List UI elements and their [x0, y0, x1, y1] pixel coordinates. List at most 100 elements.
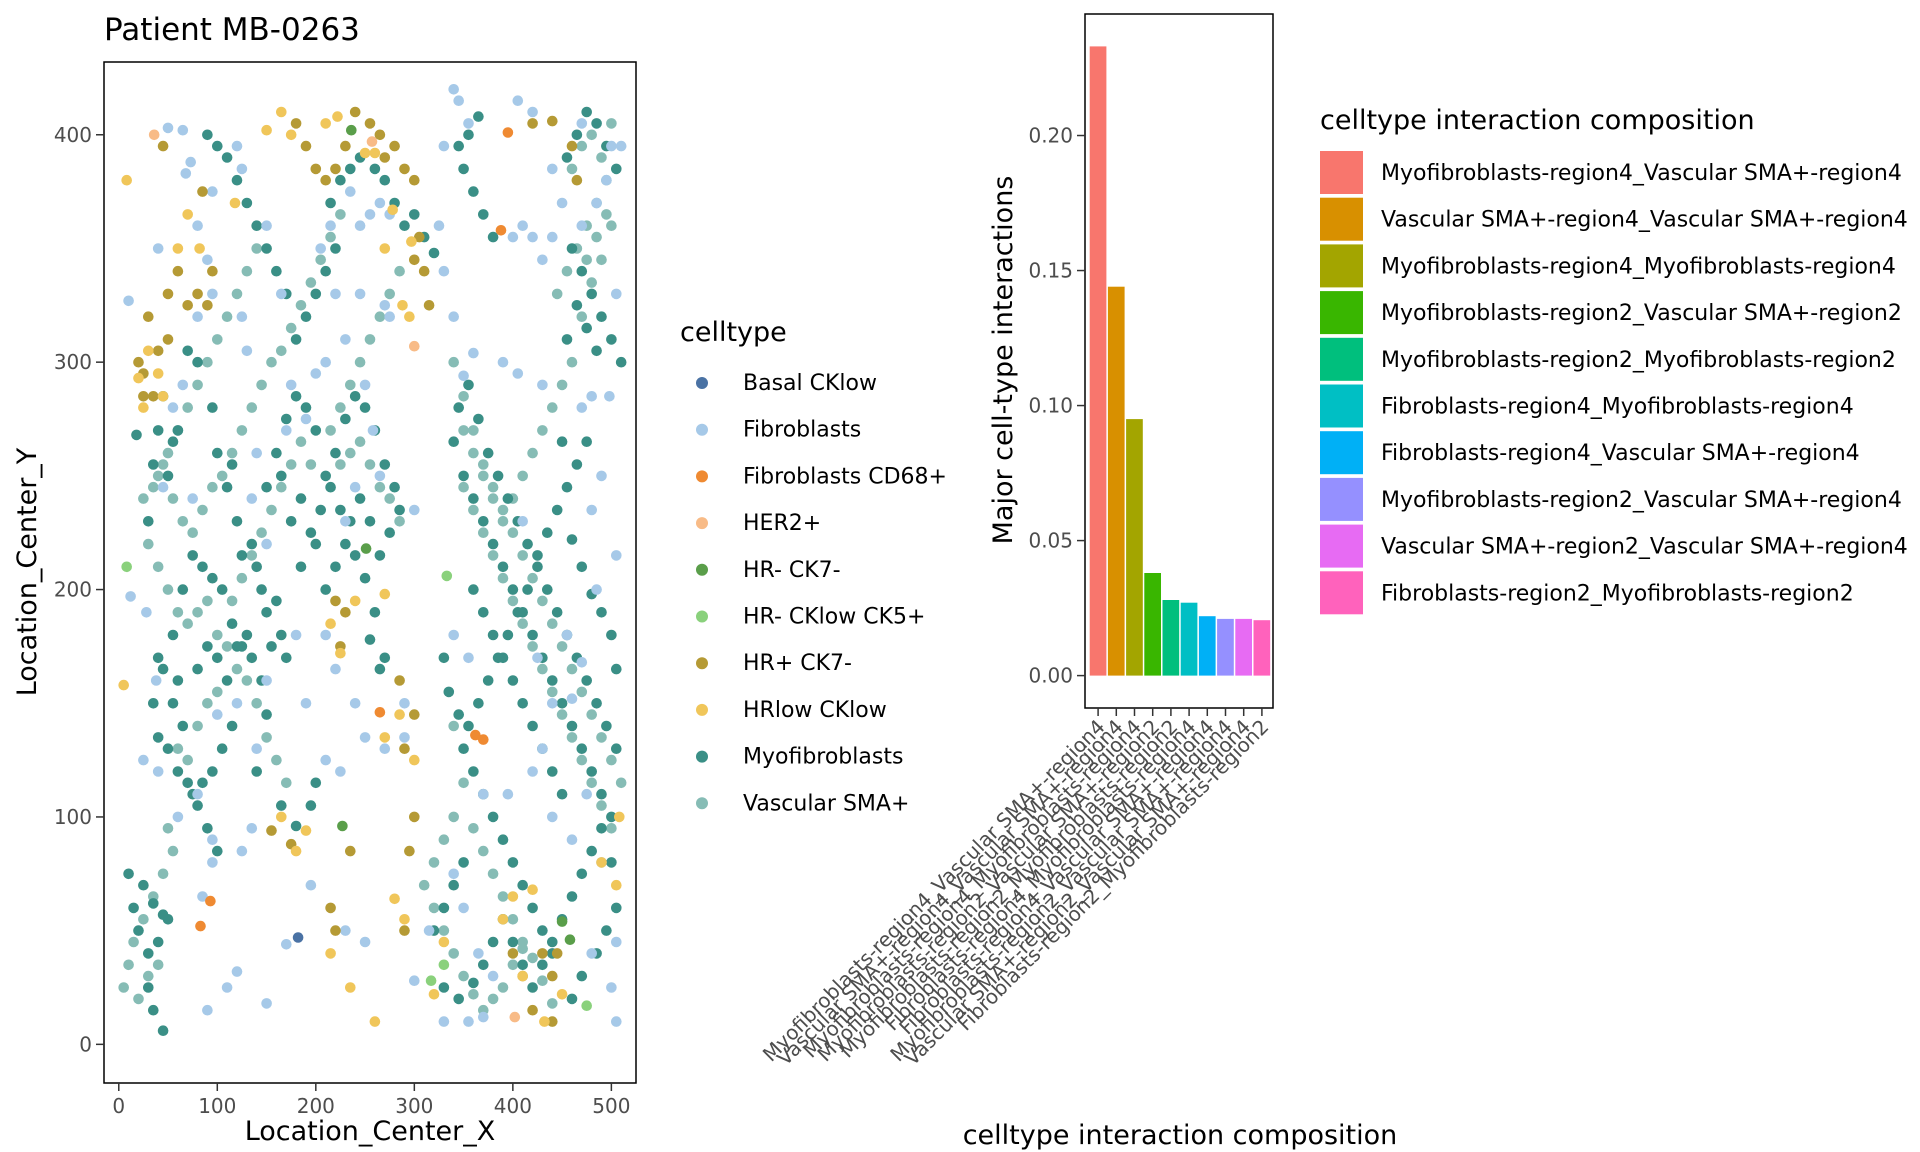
scatter-point-hr-ck7- [325, 902, 336, 914]
scatter-point-vascular-sma- [576, 754, 588, 766]
scatter-point-myofibroblasts [157, 909, 169, 920]
scatter-x-tick-label: 300 [395, 1094, 433, 1118]
scatter-point-fibroblasts [527, 231, 538, 243]
scatter-point-fibroblasts [586, 948, 597, 959]
scatter-point-myofibroblasts [492, 470, 504, 482]
scatter-point-fibroblasts [576, 402, 588, 413]
scatter-point-vascular-sma- [566, 732, 578, 743]
scatter-point-vascular-sma- [231, 288, 243, 300]
scatter-point-vascular-sma- [226, 595, 238, 607]
scatter-point-fibroblasts [463, 118, 474, 129]
scatter-point-myofibroblasts [241, 197, 253, 209]
scatter-point-vascular-sma- [458, 391, 469, 402]
scatter-y-tick-label: 0 [79, 1032, 92, 1056]
scatter-point-myofibroblasts [551, 504, 563, 516]
scatter-point-myofibroblasts [591, 118, 602, 129]
interaction-legend-label: Myofibroblasts-region2_Vascular SMA+-reg… [1381, 488, 1902, 513]
scatter-point-fibroblasts [340, 925, 351, 936]
scatter-point-vascular-sma- [497, 516, 509, 527]
scatter-point-vascular-sma- [256, 527, 267, 538]
scatter-point-vascular-sma- [527, 447, 538, 459]
scatter-point-vascular-sma- [537, 425, 548, 436]
scatter-point-myofibroblasts [315, 504, 327, 516]
scatter-point-vascular-sma- [487, 481, 499, 493]
scatter-point-myofibroblasts [478, 209, 489, 220]
interaction-legend: celltype interaction composition Myofibr… [1320, 105, 1908, 615]
scatter-point-hrlow-cklow [359, 147, 371, 159]
scatter-point-vascular-sma- [384, 288, 396, 300]
scatter-point-myofibroblasts [281, 413, 292, 425]
bar-1 [1089, 46, 1107, 676]
scatter-point-vascular-sma- [123, 959, 134, 971]
celltype-legend-label: HR+ CK7- [743, 651, 852, 676]
scatter-point-myofibroblasts [453, 709, 465, 720]
scatter-point-myofibroblasts [458, 743, 469, 754]
scatter-point-vascular-sma- [468, 425, 479, 436]
scatter-point-myofibroblasts [606, 857, 617, 868]
scatter-point-hrlow-cklow [320, 118, 332, 129]
scatter-x-tick-label: 200 [297, 1094, 335, 1118]
scatter-point-vascular-sma- [448, 811, 460, 823]
scatter-point-myofibroblasts [256, 584, 267, 595]
scatter-point-vascular-sma- [231, 663, 243, 675]
scatter-point-myofibroblasts [566, 993, 578, 1005]
scatter-point-vascular-sma- [197, 504, 208, 516]
scatter-point-myofibroblasts [295, 561, 307, 573]
scatter-point-myofibroblasts [527, 902, 538, 914]
celltype-legend-swatch [696, 563, 708, 576]
scatter-point-vascular-sma- [428, 857, 440, 868]
scatter-point-hr-ck7- [148, 391, 159, 402]
scatter-point-her2- [366, 136, 378, 147]
interaction-legend-swatch [1320, 477, 1363, 521]
bar-2 [1107, 286, 1125, 676]
scatter-point-fibroblasts [305, 879, 317, 891]
scatter-point-myofibroblasts [542, 584, 553, 595]
scatter-point-fibroblasts [202, 254, 213, 266]
scatter-point-myofibroblasts [212, 447, 223, 459]
scatter-point-myofibroblasts [364, 516, 376, 527]
bar-3 [1126, 419, 1143, 676]
scatter-point-fibroblasts [221, 982, 233, 993]
scatter-point-myofibroblasts [379, 459, 391, 470]
scatter-point-fibroblasts [576, 220, 588, 231]
bar-panel: 0.000.050.100.150.20 Myofibroblasts-regi… [758, 13, 1397, 1151]
scatter-point-hrlow-cklow [507, 891, 519, 902]
scatter-point-hr-ck7- [374, 129, 386, 141]
scatter-point-vascular-sma- [586, 277, 597, 288]
scatter-point-hr-ck7- [345, 845, 356, 857]
scatter-y-tick-label: 300 [54, 350, 92, 374]
scatter-point-hr-ck7- [330, 925, 341, 936]
scatter-point-myofibroblasts [438, 902, 450, 914]
scatter-point-hrlow-cklow [138, 402, 149, 413]
scatter-point-hrlow-cklow [349, 595, 361, 607]
scatter-point-myofibroblasts [556, 436, 568, 448]
celltype-legend-label: HR- CK7- [743, 558, 841, 583]
scatter-point-hrlow-cklow [261, 124, 272, 136]
scatter-point-myofibroblasts [576, 265, 588, 277]
scatter-point-myofibroblasts [340, 538, 351, 550]
scatter-point-hrlow-cklow [152, 368, 164, 379]
scatter-point-myofibroblasts [364, 634, 376, 645]
scatter-point-fibroblasts [591, 197, 602, 209]
scatter-point-fibroblasts [566, 834, 578, 845]
scatter-point-fibroblasts [349, 698, 361, 709]
scatter-point-vascular-sma- [547, 402, 558, 413]
scatter-point-hr-ck7- [340, 140, 351, 152]
scatter-point-hrlow-cklow [133, 372, 144, 384]
scatter-point-myofibroblasts [271, 447, 282, 459]
scatter-point-vascular-sma- [615, 777, 627, 789]
scatter-point-vascular-sma- [325, 425, 336, 436]
scatter-point-myofibroblasts [207, 572, 218, 584]
scatter-point-vascular-sma- [556, 709, 568, 720]
scatter-point-myofibroblasts [532, 561, 543, 573]
scatter-point-myofibroblasts [571, 300, 583, 311]
scatter-point-vascular-sma- [167, 845, 179, 857]
scatter-point-myofibroblasts [453, 993, 465, 1005]
scatter-point-myofibroblasts [143, 948, 154, 959]
scatter-point-hr-ck7- [172, 265, 184, 277]
scatter-point-hr-ck7- [364, 118, 376, 129]
interaction-legend-entries: Myofibroblasts-region4_Vascular SMA+-reg… [1320, 151, 1908, 615]
scatter-point-hr-ck7- [330, 163, 341, 175]
scatter-point-hr-ck7- [409, 709, 420, 720]
scatter-point-vascular-sma- [354, 436, 366, 448]
